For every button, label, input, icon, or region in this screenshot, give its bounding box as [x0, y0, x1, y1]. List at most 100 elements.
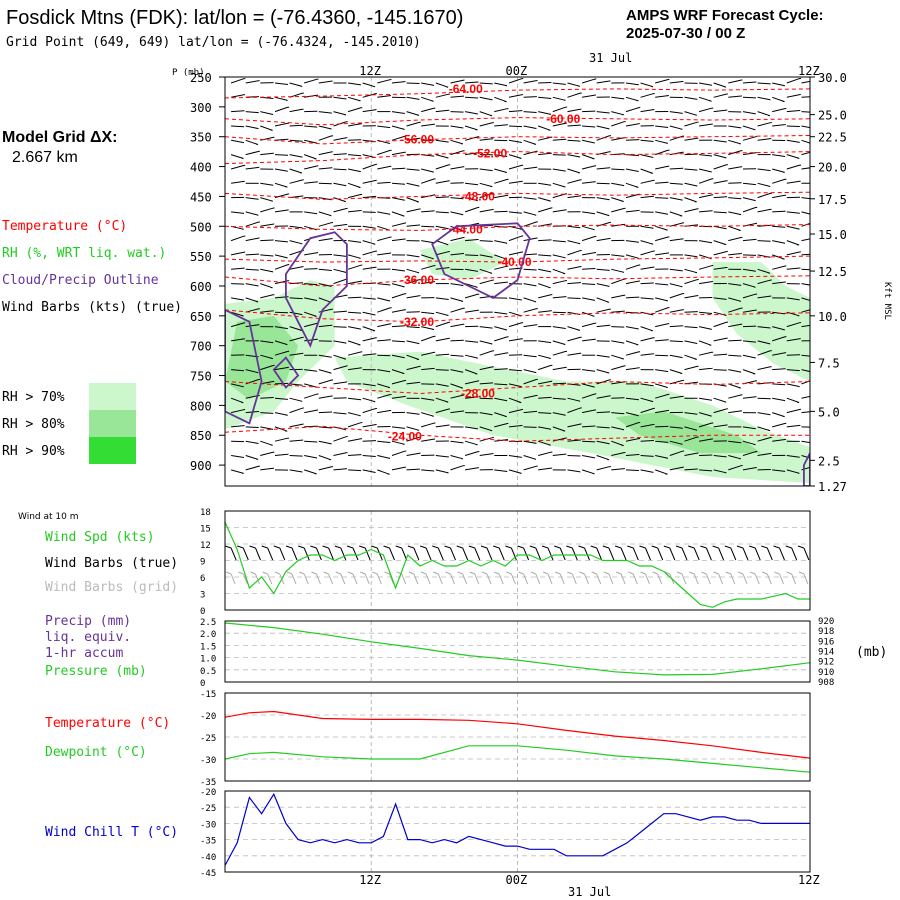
wind-barb — [450, 323, 465, 328]
wind-barb — [362, 297, 376, 300]
wind-barb — [523, 150, 538, 156]
pressure-tick-right: 908 — [818, 678, 834, 688]
wind-barb — [640, 168, 653, 174]
surface-barb-grid — [311, 571, 321, 585]
wind-barb — [684, 153, 698, 156]
wind-barb — [260, 467, 274, 471]
surface-barb-true — [651, 545, 664, 561]
wind-barb — [596, 369, 610, 374]
wind-barb — [552, 340, 566, 345]
wind-barb — [801, 297, 810, 302]
wind-barb — [260, 283, 273, 289]
wind-barb — [625, 209, 640, 213]
wind-barb — [245, 111, 259, 114]
wind-barb — [464, 451, 480, 456]
wind-barb — [772, 397, 786, 402]
wind-barb — [655, 95, 669, 98]
wind-barb — [245, 297, 259, 303]
wind-barb — [508, 125, 523, 128]
wind-barb — [377, 393, 392, 399]
wind-barb — [289, 92, 304, 98]
wind-barb — [538, 364, 553, 371]
wind-barb — [625, 397, 639, 401]
surface-barb-true — [407, 545, 420, 561]
wind-barb — [611, 294, 626, 299]
wind-barb — [274, 366, 289, 371]
wind-barb — [757, 436, 772, 442]
wind-barb — [728, 197, 742, 200]
wind-barb — [260, 310, 274, 313]
wind-barb — [333, 137, 348, 141]
wind-barb — [757, 82, 771, 85]
wind-barb — [465, 426, 478, 430]
wind-barb — [567, 336, 582, 342]
wind-barb — [304, 78, 319, 84]
wind-barb — [596, 268, 610, 271]
wind-barb — [435, 353, 450, 356]
wind-barb — [538, 239, 552, 242]
wind-barb — [640, 82, 654, 88]
wind-barb — [684, 452, 699, 456]
wind-barb — [655, 225, 668, 231]
wind-barb — [406, 340, 420, 345]
wind-barb — [801, 324, 810, 328]
wind-barb — [523, 465, 538, 471]
wind-barb — [508, 383, 522, 388]
wind-panel-barbs — [224, 545, 810, 585]
grid-point-label: Grid Point (649, 649) lat/lon = (-76.432… — [6, 35, 421, 50]
wind-barb — [450, 182, 464, 184]
wind-barb — [640, 383, 654, 387]
wind-barb — [450, 111, 464, 113]
wind-barb — [260, 397, 274, 399]
wind-barb — [567, 179, 582, 184]
wind-barb — [274, 209, 289, 213]
wind-barb — [304, 311, 317, 317]
wind-barb — [728, 252, 742, 256]
wind-barb — [465, 268, 478, 272]
wind-barb — [728, 394, 743, 399]
wind-barb — [801, 253, 810, 256]
isotherm-label: -24.00 — [388, 429, 422, 443]
precip-pressure-grid — [225, 621, 810, 682]
wind-barb — [699, 210, 713, 213]
wind-barb — [772, 326, 785, 331]
wind-barb — [347, 96, 361, 102]
surface-barb-grid — [750, 571, 760, 585]
wind-barb — [801, 80, 810, 84]
wind-barb — [582, 455, 595, 459]
surface-barb-grid — [762, 571, 772, 585]
wind-barb — [333, 224, 348, 227]
wind-barb — [260, 294, 275, 299]
wind-barb — [772, 254, 785, 260]
surface-barb-grid — [542, 571, 553, 585]
wind-barb — [494, 412, 507, 418]
surface-barb-grid — [530, 571, 541, 585]
wind-barb — [362, 455, 376, 457]
wind-barb — [318, 308, 333, 313]
wind-barb — [494, 397, 508, 402]
wind-barb — [786, 77, 802, 84]
wind-barb — [625, 264, 641, 270]
wind-barb — [289, 383, 303, 386]
wind-barb — [508, 180, 523, 184]
wind-barb — [567, 82, 581, 87]
wind-barb — [581, 469, 595, 475]
wind-barb — [786, 408, 801, 414]
wind-barb — [772, 383, 786, 386]
wind-barb — [274, 311, 289, 314]
wind-barb — [348, 154, 362, 157]
surface-barb-true — [310, 545, 322, 561]
surface-barb-true — [322, 545, 335, 561]
wind-barb — [245, 96, 259, 98]
wind-barb — [698, 340, 712, 346]
wind-barb — [611, 310, 625, 313]
wind-barb — [523, 369, 537, 374]
wind-barb — [728, 323, 743, 328]
wind-barb — [786, 225, 800, 230]
isotherm-label: -32.00 — [400, 315, 434, 329]
wind-barb — [508, 425, 523, 428]
wind-barb — [742, 396, 757, 399]
wind-barb — [713, 180, 728, 184]
surface-barb-true — [761, 545, 773, 561]
pressure-tick: 550 — [190, 250, 212, 264]
